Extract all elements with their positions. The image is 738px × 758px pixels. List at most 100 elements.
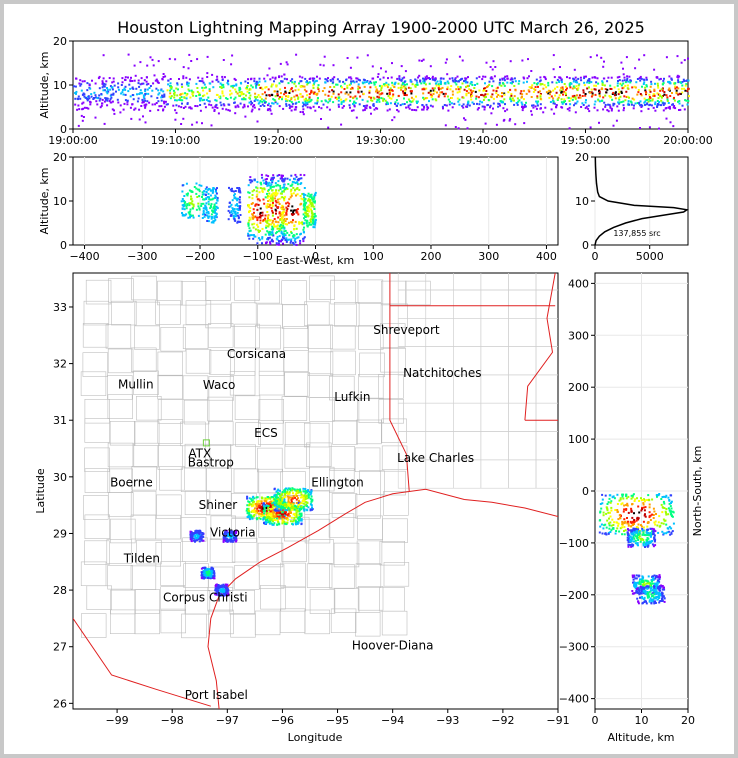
- map-source-cell: [281, 506, 284, 509]
- map-source-cell: [300, 518, 303, 521]
- county-cell: [382, 303, 408, 328]
- time-height-cell: [164, 100, 167, 103]
- map-source-cell: [303, 490, 306, 493]
- county-cell: [280, 562, 306, 588]
- ew-height-cell: [252, 217, 255, 220]
- time-height-cell: [312, 92, 315, 95]
- time-height-cell: [144, 93, 147, 95]
- map-source-cell: [304, 492, 307, 495]
- ew-height-cell: [288, 178, 291, 181]
- time-height-cell: [322, 64, 325, 67]
- ew-height-cell: [268, 233, 271, 236]
- time-height-cell: [518, 99, 521, 102]
- map-source-cell: [276, 489, 279, 492]
- time-height-cell: [548, 96, 551, 99]
- ew-height-cell: [238, 198, 241, 201]
- ew-height-cell: [268, 219, 270, 221]
- time-height-cell: [669, 95, 672, 97]
- county-cell: [130, 565, 157, 591]
- ew-height-cell: [247, 204, 250, 207]
- ew-height-cell: [253, 189, 255, 192]
- time-height-cell: [639, 79, 642, 82]
- time-height-cell: [88, 97, 91, 100]
- county-cell: [185, 349, 212, 374]
- time-height-cell: [650, 104, 653, 107]
- time-height-cell: [490, 96, 493, 99]
- time-height-cell: [201, 80, 204, 83]
- ew-height-cell: [303, 199, 306, 202]
- map-source-cell: [294, 514, 296, 517]
- map-source-cell: [299, 488, 302, 491]
- time-height-cell: [483, 96, 486, 99]
- time-height-cell: [438, 85, 441, 87]
- map-source-cell: [263, 508, 266, 511]
- ew-height-cell: [285, 240, 288, 243]
- map-source-cell: [226, 535, 228, 538]
- city-label: Corsicana: [227, 347, 286, 361]
- county-cell: [383, 491, 409, 516]
- ew-height-cell: [198, 188, 200, 191]
- ew-height-cell: [191, 214, 194, 217]
- time-height-cell: [290, 96, 293, 99]
- map-source-cell: [275, 500, 278, 503]
- time-height-cell: [170, 87, 173, 90]
- time-height-cell: [571, 95, 574, 98]
- time-height-cell: [119, 104, 122, 107]
- map-source-cell: [229, 539, 232, 542]
- map-source-cell: [296, 522, 299, 525]
- ns-cell: [632, 493, 635, 496]
- time-height-cell: [350, 109, 353, 112]
- time-height-cell: [668, 88, 671, 91]
- time-height-cell: [163, 95, 166, 98]
- time-height-cell: [100, 93, 103, 95]
- time-height-cell: [610, 109, 613, 112]
- time-height-cell: [328, 90, 331, 93]
- time-height-cell: [117, 88, 120, 91]
- time-height-cell: [110, 96, 113, 99]
- map-source-cell: [306, 501, 309, 504]
- time-height-cell: [157, 100, 160, 103]
- time-height-cell: [429, 104, 432, 107]
- time-height-cell: [248, 96, 251, 99]
- time-height-cell: [216, 75, 219, 78]
- time-height-cell: [476, 102, 478, 105]
- ns-cell: [605, 512, 608, 515]
- ew-height-cell: [233, 194, 235, 197]
- ew-height-cell: [193, 186, 196, 188]
- time-height-cell: [463, 117, 465, 120]
- time-height-cell: [488, 83, 491, 86]
- time-height-cell: [281, 98, 283, 101]
- time-height-cell: [165, 103, 168, 106]
- time-height-cell: [357, 85, 360, 88]
- map-source-cell: [204, 576, 207, 579]
- time-height-cell: [349, 106, 351, 109]
- ns-cell: [608, 527, 611, 530]
- coastline: [207, 488, 558, 709]
- time-height-cell: [145, 83, 148, 86]
- time-height-cell: [475, 77, 478, 80]
- time-height-cell: [478, 103, 481, 106]
- time-height-cell: [201, 95, 204, 98]
- time-height-cell: [233, 98, 236, 101]
- time-height-cell: [305, 90, 308, 93]
- time-height-cell: [520, 101, 523, 104]
- time-height-cell: [79, 97, 82, 100]
- time-height-cell: [617, 93, 620, 96]
- county-cell: [157, 445, 183, 470]
- map-source-cell: [263, 522, 265, 525]
- time-height-cell: [405, 106, 408, 109]
- ew-height-cell: [288, 238, 291, 241]
- ns-cell: [668, 502, 671, 505]
- map-source-cell: [284, 490, 287, 493]
- ew-height-cell: [294, 178, 296, 181]
- ew-height-cell: [248, 191, 251, 194]
- time-height-cell: [285, 91, 288, 94]
- time-height-cell: [504, 110, 507, 113]
- ew-height-cell: [249, 207, 252, 210]
- ew-height-cell: [308, 204, 311, 207]
- ew-height-cell: [279, 212, 282, 215]
- ew-height-cell: [264, 217, 267, 220]
- ew-height-cell: [181, 212, 183, 214]
- time-height-cell: [557, 96, 560, 99]
- time-height-cell: [523, 104, 526, 107]
